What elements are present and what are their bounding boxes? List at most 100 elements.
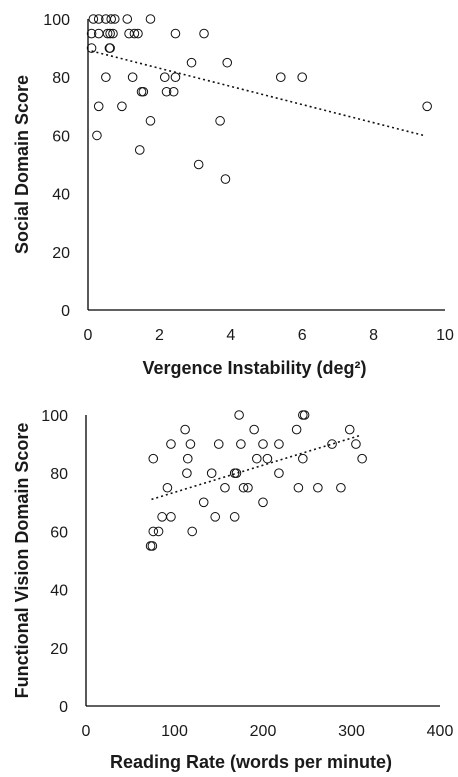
data-point xyxy=(210,512,221,522)
x-tick-label: 0 xyxy=(82,723,91,740)
y-tick-label: 100 xyxy=(41,408,68,425)
data-points xyxy=(145,410,367,551)
data-point xyxy=(234,410,244,420)
data-point xyxy=(336,482,346,493)
data-point xyxy=(275,72,286,82)
data-point xyxy=(262,453,273,464)
data-point xyxy=(206,468,217,479)
data-point xyxy=(327,439,337,449)
data-point xyxy=(117,101,127,112)
y-tick-label: 20 xyxy=(52,245,70,262)
data-point xyxy=(182,468,192,479)
x-axis-title: Reading Rate (words per minute) xyxy=(110,752,392,772)
data-point xyxy=(220,174,231,184)
data-point xyxy=(108,28,118,39)
data-point xyxy=(357,453,367,464)
y-tick-label: 60 xyxy=(50,524,68,541)
data-point xyxy=(93,14,104,24)
data-point xyxy=(187,526,197,537)
data-point xyxy=(105,28,115,39)
data-point xyxy=(198,497,209,508)
x-tick-label: 300 xyxy=(338,723,365,740)
data-point xyxy=(148,526,159,537)
data-point xyxy=(133,28,143,39)
x-tick-labels: 0 2 4 6 8 10 xyxy=(84,327,454,344)
data-point xyxy=(122,14,133,24)
data-point xyxy=(185,439,196,449)
y-tick-label: 100 xyxy=(43,12,70,29)
data-point xyxy=(299,410,310,420)
data-point xyxy=(238,482,249,493)
data-point xyxy=(153,526,164,537)
data-point xyxy=(162,482,173,493)
chart-social-domain: 0 20 40 60 80 100 0 2 4 6 8 10 Vergence Instabilit… xyxy=(12,12,454,378)
data-point xyxy=(199,28,209,39)
data-point xyxy=(249,424,259,435)
data-point xyxy=(138,86,149,97)
data-point xyxy=(101,72,111,82)
data-point xyxy=(351,439,361,449)
x-tick-label: 200 xyxy=(250,723,277,740)
data-point xyxy=(222,57,233,68)
data-point xyxy=(258,497,268,508)
y-tick-label: 80 xyxy=(50,466,68,483)
data-point xyxy=(297,72,308,82)
data-point xyxy=(313,482,323,493)
data-point xyxy=(293,482,304,493)
data-point xyxy=(182,453,193,464)
data-point xyxy=(148,453,159,464)
data-point xyxy=(145,14,156,24)
y-tick-label: 0 xyxy=(61,303,70,320)
data-point xyxy=(109,14,120,24)
data-point xyxy=(180,424,190,435)
y-tick-label: 60 xyxy=(52,128,70,145)
data-point xyxy=(102,28,113,39)
data-point xyxy=(252,453,262,464)
x-tick-label: 400 xyxy=(427,723,454,740)
y-axis-title: Functional Vision Domain Score xyxy=(12,423,32,699)
trendline xyxy=(91,50,424,137)
data-point xyxy=(134,145,145,155)
chart-functional-vision: 0 20 40 60 80 100 0 100 200 300 400 Reading Rate … xyxy=(12,408,453,772)
data-point xyxy=(274,439,284,449)
x-tick-label: 2 xyxy=(155,327,164,344)
y-tick-labels: 0 20 40 60 80 100 xyxy=(43,12,70,320)
x-tick-label: 8 xyxy=(369,327,378,344)
data-point xyxy=(168,86,179,97)
data-point xyxy=(161,86,172,97)
data-point xyxy=(166,512,176,522)
trendline xyxy=(151,434,361,501)
y-tick-label: 40 xyxy=(52,187,70,204)
data-point xyxy=(236,439,246,449)
data-point xyxy=(344,424,355,435)
data-point xyxy=(170,72,181,82)
data-points xyxy=(86,14,432,184)
x-tick-label: 0 xyxy=(84,327,93,344)
data-point xyxy=(147,541,158,551)
data-point xyxy=(422,101,432,112)
data-point xyxy=(274,468,284,479)
y-tick-labels: 0 20 40 60 80 100 xyxy=(41,408,68,716)
y-tick-label: 20 xyxy=(50,641,68,658)
data-point xyxy=(193,159,204,170)
y-tick-label: 40 xyxy=(50,583,68,600)
data-point xyxy=(106,14,117,24)
data-point xyxy=(159,72,170,82)
data-point xyxy=(86,43,97,53)
data-point xyxy=(105,43,115,53)
data-point xyxy=(291,424,302,435)
y-axis-title: Social Domain Score xyxy=(12,75,32,254)
data-point xyxy=(243,482,253,493)
y-tick-label: 80 xyxy=(52,70,70,87)
x-tick-label: 10 xyxy=(436,327,454,344)
data-point xyxy=(258,439,268,449)
data-point xyxy=(213,439,224,449)
data-point xyxy=(298,453,308,464)
data-point xyxy=(157,512,167,522)
y-tick-label: 0 xyxy=(59,699,68,716)
data-point xyxy=(88,14,99,24)
data-point xyxy=(215,116,225,126)
x-tick-label: 4 xyxy=(226,327,235,344)
data-point xyxy=(129,28,140,39)
